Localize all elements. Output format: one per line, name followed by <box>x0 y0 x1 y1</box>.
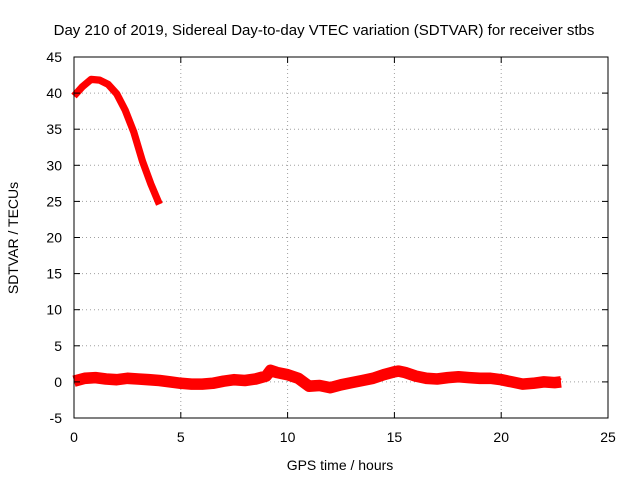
x-tick-label: 0 <box>70 429 78 445</box>
y-tick-label: 15 <box>46 266 62 282</box>
y-tick-label: 45 <box>46 49 62 65</box>
x-axis-label: GPS time / hours <box>287 457 394 473</box>
y-tick-label: 30 <box>46 157 62 173</box>
x-tick-label: 25 <box>600 429 616 445</box>
x-tick-label: 5 <box>177 429 185 445</box>
series-noise-2 <box>73 365 562 393</box>
y-tick-label: -5 <box>50 410 63 426</box>
y-axis-label: SDTVAR / TECUs <box>5 182 21 294</box>
series-noise-1 <box>73 75 161 203</box>
y-tick-label: 20 <box>46 230 62 246</box>
chart-title: Day 210 of 2019, Sidereal Day-to-day VTE… <box>54 22 595 39</box>
x-tick-label: 20 <box>493 429 509 445</box>
y-tick-label: 25 <box>46 193 62 209</box>
series-layer <box>71 75 562 394</box>
series-line-2 <box>72 364 562 394</box>
y-tick-label: 10 <box>46 302 62 318</box>
y-tick-label: 0 <box>54 374 62 390</box>
y-tick-label: 5 <box>54 338 62 354</box>
y-tick-label: 40 <box>46 85 62 101</box>
axis-ticks: 0 5 10 15 20 25 -5 0 5 10 15 20 25 30 35 40 45 <box>46 49 616 445</box>
x-tick-label: 15 <box>387 429 403 445</box>
x-tick-label: 10 <box>280 429 296 445</box>
y-tick-label: 35 <box>46 121 62 137</box>
